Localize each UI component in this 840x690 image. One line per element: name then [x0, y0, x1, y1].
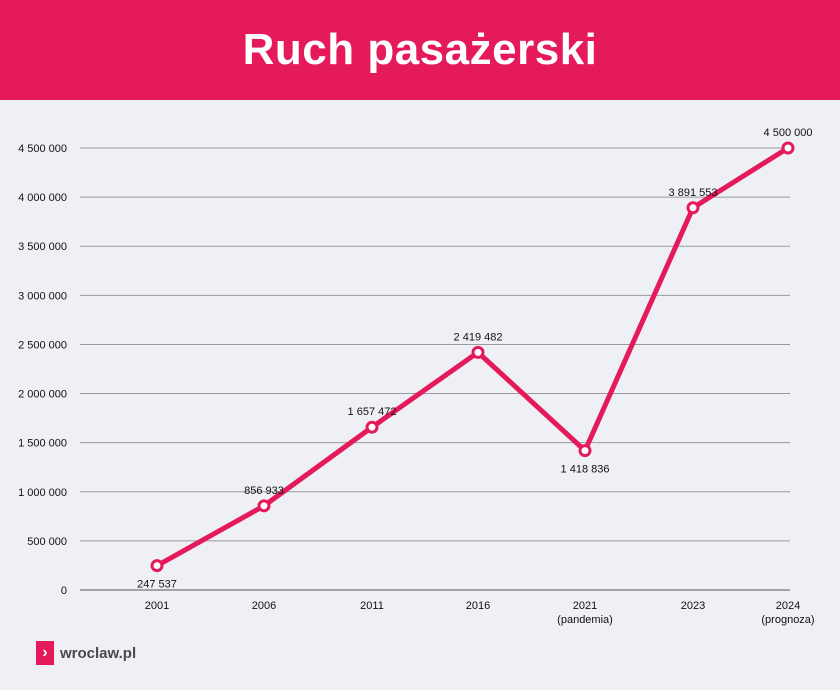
- data-label: 4 500 000: [764, 127, 813, 139]
- data-label: 247 537: [137, 579, 177, 591]
- logo-text: wroclaw.pl: [60, 644, 137, 662]
- y-tick-label: 0: [61, 585, 67, 597]
- y-tick-label: 3 500 000: [18, 241, 67, 253]
- data-point: [686, 201, 700, 215]
- data-label: 1 418 836: [561, 464, 610, 476]
- x-tick-label: 2021: [573, 600, 597, 612]
- y-tick-label: 3 000 000: [18, 290, 67, 302]
- x-tick-label: 2001: [145, 600, 169, 612]
- y-tick-label: 1 000 000: [18, 487, 67, 499]
- x-tick-label: (pandemia): [557, 614, 613, 626]
- y-tick-label: 2 500 000: [18, 339, 67, 351]
- y-tick-label: 1 500 000: [18, 438, 67, 450]
- data-label: 856 933: [244, 485, 284, 497]
- y-tick-label: 500 000: [27, 536, 67, 548]
- y-tick-label: 2 000 000: [18, 389, 67, 401]
- x-tick-label: (prognoza): [761, 614, 814, 626]
- title-banner: Ruch pasażerski: [0, 0, 840, 100]
- data-label: 1 657 472: [348, 406, 397, 418]
- x-tick-label: 2024: [776, 600, 800, 612]
- data-label: 2 419 482: [454, 331, 503, 343]
- data-point: [365, 420, 379, 434]
- footer-logo[interactable]: › wroclaw.pl: [36, 640, 136, 666]
- data-point: [257, 499, 271, 513]
- chevron-right-icon: ›: [36, 641, 54, 665]
- data-label: 3 891 553: [669, 187, 718, 199]
- y-tick-label: 4 500 000: [18, 143, 67, 155]
- data-point: [150, 559, 164, 573]
- data-point: [471, 345, 485, 359]
- data-point: [578, 444, 592, 458]
- x-tick-label: 2016: [466, 600, 490, 612]
- y-tick-label: 4 000 000: [18, 192, 67, 204]
- x-tick-label: 2011: [360, 600, 384, 612]
- x-tick-label: 2023: [681, 600, 705, 612]
- data-point: [781, 141, 795, 155]
- page-title: Ruch pasażerski: [242, 25, 598, 74]
- x-tick-label: 2006: [252, 600, 276, 612]
